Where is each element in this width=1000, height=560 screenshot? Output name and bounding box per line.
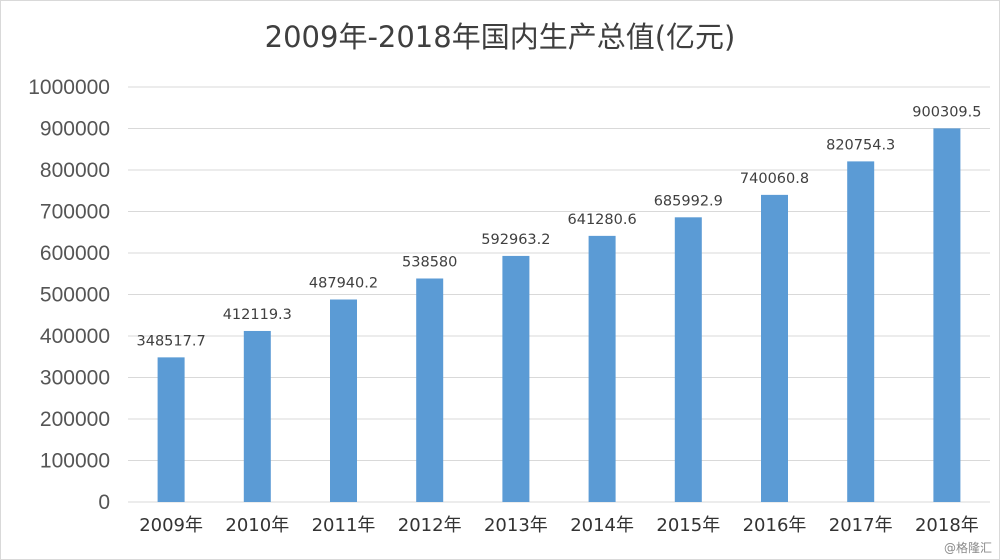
data-label: 685992.9: [654, 193, 723, 209]
bar: [847, 161, 875, 502]
x-tick-label: 2013年: [484, 515, 548, 536]
data-label: 641280.6: [568, 212, 637, 228]
x-axis-ticks: 2009年 2010年 2011年 2012年 2013年 2014年 2015年 2016年…: [139, 515, 979, 536]
y-tick-label: 300000: [40, 367, 110, 390]
bar: [243, 330, 271, 502]
x-tick-label: 2009年: [139, 515, 203, 536]
x-tick-label: 2012年: [398, 515, 462, 536]
bar: [416, 278, 444, 502]
data-label: 348517.7: [137, 333, 206, 349]
bar: [330, 299, 357, 502]
data-label: 592963.2: [481, 232, 550, 248]
y-tick-label: 0: [98, 491, 110, 514]
chart-title: 2009年-2018年国内生产总值(亿元): [264, 20, 736, 54]
x-tick-label: 2017年: [829, 515, 893, 536]
data-label: 900309.5: [912, 104, 981, 120]
y-tick-label: 200000: [40, 408, 110, 431]
x-tick-label: 2011年: [312, 515, 376, 536]
y-axis-ticks: 0 100000 200000 300000 400000 500000 600000 700…: [28, 76, 110, 514]
y-tick-label: 800000: [40, 159, 110, 182]
y-tick-label: 1000000: [28, 76, 110, 99]
data-label: 820754.3: [826, 137, 895, 153]
x-tick-label: 2014年: [570, 515, 634, 536]
y-tick-label: 900000: [40, 118, 110, 141]
y-tick-label: 500000: [40, 284, 110, 307]
watermark-text: @格隆汇: [943, 541, 992, 555]
x-tick-label: 2018年: [915, 515, 979, 536]
bar: [588, 235, 616, 503]
y-tick-label: 600000: [40, 242, 110, 265]
gridlines: [128, 86, 990, 503]
data-labels: 348517.7 412119.3 487940.2 538580 592963.2 64…: [137, 104, 982, 349]
x-tick-label: 2016年: [743, 515, 807, 536]
x-tick-label: 2015年: [656, 515, 720, 536]
y-tick-label: 700000: [40, 201, 110, 224]
bar: [761, 194, 788, 503]
bar: [933, 128, 961, 502]
data-label: 740060.8: [740, 171, 809, 187]
data-label: 412119.3: [223, 307, 292, 323]
bar: [502, 255, 530, 502]
data-label: 487940.2: [309, 276, 378, 292]
bars: [157, 128, 961, 503]
y-tick-label: 400000: [40, 325, 110, 348]
data-label: 538580: [402, 254, 457, 270]
x-tick-label: 2010年: [225, 515, 289, 536]
y-tick-label: 100000: [40, 450, 110, 473]
bar: [157, 357, 185, 502]
bar: [674, 217, 702, 503]
